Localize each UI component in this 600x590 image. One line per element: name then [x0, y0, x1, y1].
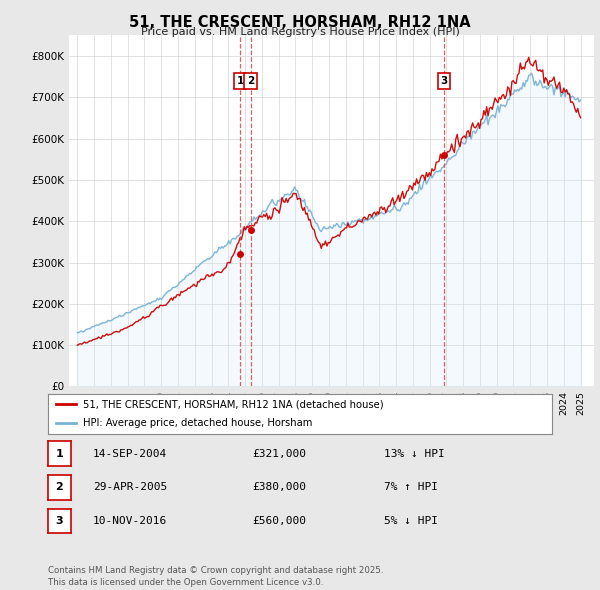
Text: 51, THE CRESCENT, HORSHAM, RH12 1NA (detached house): 51, THE CRESCENT, HORSHAM, RH12 1NA (det…	[83, 399, 384, 409]
Text: 1: 1	[236, 76, 244, 86]
Text: 10-NOV-2016: 10-NOV-2016	[93, 516, 167, 526]
Text: 29-APR-2005: 29-APR-2005	[93, 483, 167, 492]
Text: 1: 1	[56, 449, 63, 458]
Text: £560,000: £560,000	[252, 516, 306, 526]
Text: 3: 3	[56, 516, 63, 526]
Text: 7% ↑ HPI: 7% ↑ HPI	[384, 483, 438, 492]
Text: 2: 2	[56, 483, 63, 492]
Text: Price paid vs. HM Land Registry's House Price Index (HPI): Price paid vs. HM Land Registry's House …	[140, 27, 460, 37]
Text: 2: 2	[247, 76, 254, 86]
Text: £380,000: £380,000	[252, 483, 306, 492]
Text: HPI: Average price, detached house, Horsham: HPI: Average price, detached house, Hors…	[83, 418, 313, 428]
Text: 3: 3	[440, 76, 448, 86]
Text: 51, THE CRESCENT, HORSHAM, RH12 1NA: 51, THE CRESCENT, HORSHAM, RH12 1NA	[129, 15, 471, 30]
Text: £321,000: £321,000	[252, 449, 306, 458]
Text: 13% ↓ HPI: 13% ↓ HPI	[384, 449, 445, 458]
Text: 14-SEP-2004: 14-SEP-2004	[93, 449, 167, 458]
Text: Contains HM Land Registry data © Crown copyright and database right 2025.
This d: Contains HM Land Registry data © Crown c…	[48, 566, 383, 587]
Text: 5% ↓ HPI: 5% ↓ HPI	[384, 516, 438, 526]
